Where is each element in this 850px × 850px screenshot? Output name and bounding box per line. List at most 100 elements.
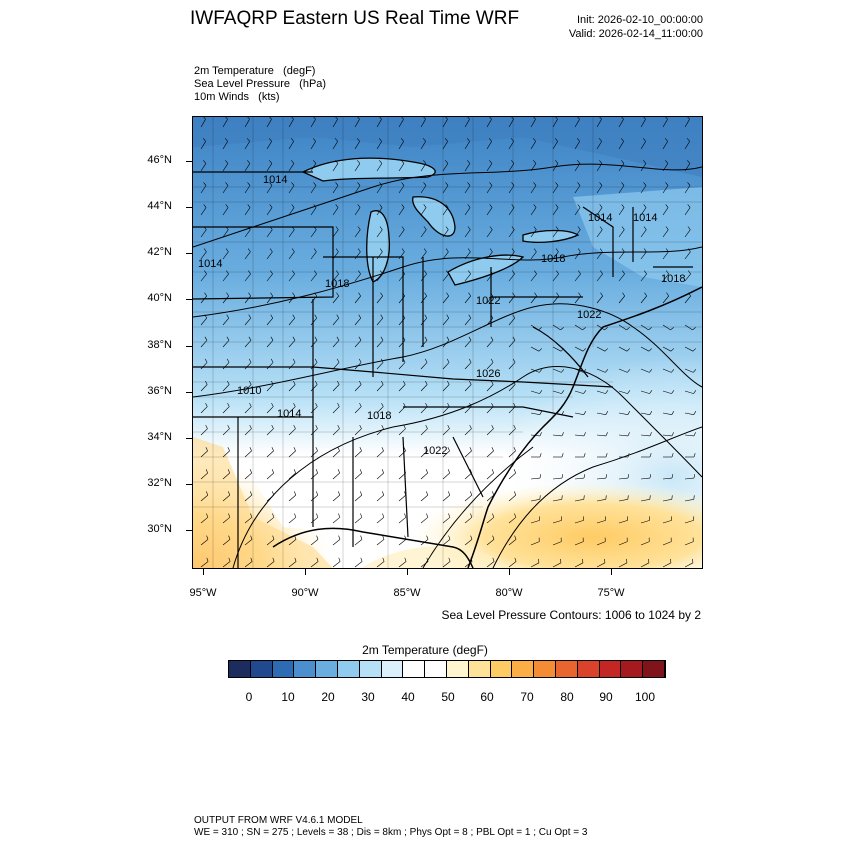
lat-label: 42°N <box>147 246 172 258</box>
wind-barb <box>266 163 273 172</box>
wind-barb <box>442 450 450 458</box>
wind-barb-flag <box>561 432 564 437</box>
wind-barb <box>574 368 584 373</box>
wind-barb <box>486 229 493 238</box>
wind-barb-flag <box>583 495 585 500</box>
wind-barb <box>398 251 405 260</box>
wind-barb-flag <box>687 117 690 120</box>
wind-barb-flag <box>247 248 251 252</box>
wind-barb-flag <box>358 358 362 363</box>
wind-barb <box>684 390 694 394</box>
wind-barb-flag <box>247 204 251 208</box>
colorbar-swatch <box>621 661 644 677</box>
wind-barb-flag <box>294 513 297 518</box>
lat-label: 34°N <box>147 431 172 443</box>
wind-barb <box>442 428 450 436</box>
wind-barb <box>376 517 385 524</box>
wind-barb <box>552 273 559 282</box>
wind-barb-flag <box>316 513 319 518</box>
wind-barb-flag <box>338 535 341 540</box>
wind-barb <box>486 207 493 216</box>
wind-barb <box>530 185 537 194</box>
wind-barb <box>596 119 602 128</box>
wind-barb <box>398 317 406 326</box>
wind-barb <box>442 185 449 194</box>
wind-barb-flag <box>403 424 406 429</box>
wind-barb <box>332 406 340 414</box>
wind-barb <box>640 163 647 172</box>
wind-barb <box>684 477 695 480</box>
wind-barb <box>222 185 229 194</box>
wind-barb-flag <box>489 204 493 208</box>
wind-barb <box>398 561 407 568</box>
colorbar-swatch <box>425 661 447 677</box>
wind-barb <box>244 317 252 326</box>
wind-barb <box>266 406 274 414</box>
field-temperature: 2m Temperature (degF) <box>194 65 316 77</box>
wind-barb <box>442 119 448 128</box>
wind-barb-flag <box>512 336 516 341</box>
wind-barb <box>244 340 252 348</box>
pressure-label: 1014 <box>198 258 222 270</box>
wind-barb <box>640 412 650 415</box>
wind-barb <box>244 163 251 172</box>
run-times: Init: 2026-02-10_00:00:00 Valid: 2026-02… <box>569 13 703 41</box>
wind-barb <box>662 229 669 238</box>
wind-barb <box>574 207 581 216</box>
colorbar <box>228 660 666 678</box>
wind-barb <box>200 317 208 326</box>
wind-barb-flag <box>337 469 340 474</box>
wind-barb <box>398 295 405 304</box>
wind-barb-flag <box>335 160 339 164</box>
wind-barb <box>442 340 450 348</box>
wind-barb <box>530 207 537 216</box>
wind-barb <box>310 472 318 480</box>
wind-barb-flag <box>598 138 602 142</box>
wind-barb-flag <box>401 226 405 230</box>
colorbar-swatch <box>381 661 404 677</box>
wind-barb-flag <box>666 270 669 275</box>
wind-barb <box>354 561 363 568</box>
wind-barb <box>442 141 448 150</box>
wind-barb <box>552 541 562 546</box>
wind-barb-flag <box>227 469 230 474</box>
wind-barb <box>310 561 319 568</box>
wind-barb-flag <box>489 248 493 252</box>
wind-barb <box>596 390 606 394</box>
wind-barb <box>332 494 340 502</box>
wind-barb <box>596 324 605 331</box>
lon-tick <box>305 569 306 575</box>
wind-barb-flag <box>203 248 207 252</box>
wind-barb-flag <box>444 138 448 142</box>
wind-barb-flag <box>269 182 273 186</box>
wind-barb-flag <box>583 453 586 458</box>
wind-barb <box>222 428 230 436</box>
wind-barb <box>310 517 319 524</box>
wind-barb <box>662 185 669 194</box>
wind-barb-flag <box>687 160 691 164</box>
lat-label: 32°N <box>147 477 172 489</box>
wind-barb <box>288 185 295 194</box>
wind-barb-flag <box>470 535 473 540</box>
wind-barb <box>442 472 450 480</box>
wind-barb <box>376 317 384 326</box>
wind-barb-flag <box>294 557 297 562</box>
wind-barb-flag <box>338 557 341 562</box>
wind-barb <box>464 472 472 480</box>
wind-barb-flag <box>534 292 537 297</box>
wind-barb-flag <box>599 248 603 252</box>
wind-barb <box>464 428 472 436</box>
wind-barb <box>266 251 273 260</box>
wind-barb <box>486 362 494 370</box>
wind-barb <box>244 229 251 238</box>
wind-barb-flag <box>404 491 407 496</box>
wind-barb-flag <box>401 182 405 186</box>
wind-barb <box>398 229 405 238</box>
wind-barb-flag <box>491 402 494 407</box>
wind-barb <box>200 450 208 458</box>
wind-barb <box>288 229 295 238</box>
wind-barb-flag <box>357 182 361 186</box>
wind-barb <box>640 499 650 502</box>
wind-barb <box>530 499 540 502</box>
wind-barb-flag <box>360 535 363 540</box>
